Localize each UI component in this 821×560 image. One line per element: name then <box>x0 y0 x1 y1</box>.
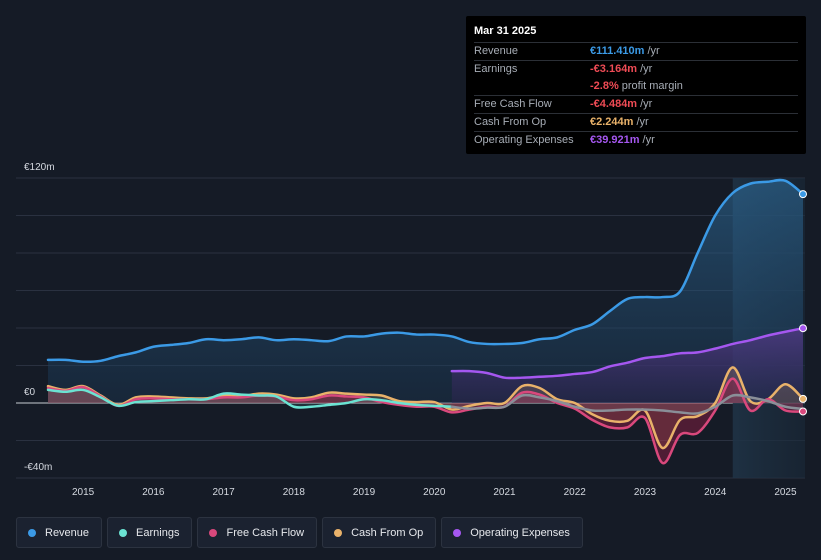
tooltip-label <box>474 78 590 95</box>
tooltip-row-operating-expenses: Operating Expenses €39.921m /yr <box>474 132 798 149</box>
x-tick-label: 2016 <box>142 487 165 498</box>
tooltip-value: -€3.164m <box>590 63 638 75</box>
legend-item-cash-from-op[interactable]: Cash From Op <box>322 517 437 548</box>
x-tick-label: 2024 <box>704 487 727 498</box>
tooltip-unit: /yr <box>640 63 653 75</box>
legend-dot-icon <box>209 528 218 537</box>
operating-expenses-line <box>450 326 805 380</box>
tooltip-unit: profit margin <box>621 80 683 92</box>
tooltip-unit: /yr <box>636 116 649 128</box>
cash-from-op-line <box>46 366 805 450</box>
tooltip-label: Operating Expenses <box>474 134 574 146</box>
tooltip-value: €111.410m <box>590 45 645 57</box>
legend-label: Earnings <box>136 526 180 539</box>
tooltip-value: €2.244m <box>590 116 634 128</box>
free-cash-flow-area <box>48 378 803 464</box>
tooltip-unit: /yr <box>647 45 660 57</box>
cash-from-op-end-marker <box>799 394 807 403</box>
legend-item-operating-expenses[interactable]: Operating Expenses <box>441 517 583 548</box>
tooltip-unit: /yr <box>642 134 655 146</box>
y-tick-label: €120m <box>24 162 55 173</box>
tooltip-date: Mar 31 2025 <box>474 24 798 43</box>
x-tick-label: 2017 <box>212 487 235 498</box>
earnings-area <box>48 389 452 408</box>
legend: Revenue Earnings Free Cash Flow Cash Fro… <box>16 517 588 548</box>
y-tick-label: -€40m <box>24 462 52 473</box>
earnings-muted-area <box>451 394 803 414</box>
tooltip-unit: /yr <box>640 98 653 110</box>
x-tick-label: 2019 <box>353 487 376 498</box>
tooltip-label: Free Cash Flow <box>474 98 552 110</box>
tooltip-value: €39.921m <box>590 134 640 146</box>
legend-dot-icon <box>334 528 343 537</box>
tooltip-row-earnings: Earnings -€3.164m /yr <box>474 61 798 78</box>
earnings-line <box>46 388 454 409</box>
y-tick-label: €0 <box>24 387 36 398</box>
tooltip: Mar 31 2025 Revenue €111.410m /yr Earnin… <box>466 16 806 154</box>
tooltip-row-cash-from-op: Cash From Op €2.244m /yr <box>474 114 798 132</box>
tooltip-value: -2.8% <box>590 80 619 92</box>
operating-expenses-end-marker <box>799 324 807 333</box>
x-tick-label: 2020 <box>423 487 446 498</box>
x-tick-label: 2025 <box>774 487 797 498</box>
legend-item-free-cash-flow[interactable]: Free Cash Flow <box>197 517 318 548</box>
x-tick-label: 2022 <box>564 487 587 498</box>
tooltip-label: Earnings <box>474 63 518 75</box>
legend-label: Revenue <box>45 526 90 539</box>
revenue-end-marker <box>799 190 807 199</box>
x-tick-label: 2018 <box>283 487 306 498</box>
legend-dot-icon <box>453 528 462 537</box>
free-cash-flow-end-marker <box>799 407 807 416</box>
tooltip-row-profit-margin: -2.8% profit margin <box>474 78 798 96</box>
legend-item-earnings[interactable]: Earnings <box>107 517 193 548</box>
operating-expenses-area <box>451 328 803 403</box>
earnings-muted-line <box>450 393 805 415</box>
revenue-line <box>46 178 805 364</box>
revenue-area <box>48 180 803 403</box>
tooltip-label: Revenue <box>474 45 519 57</box>
legend-label: Operating Expenses <box>470 526 570 539</box>
tooltip-value: -€4.484m <box>590 98 638 110</box>
legend-dot-icon <box>28 528 36 537</box>
tooltip-row-free-cash-flow: Free Cash Flow -€4.484m /yr <box>474 96 798 114</box>
tooltip-label: Cash From Op <box>474 116 547 128</box>
x-tick-label: 2021 <box>493 487 516 498</box>
legend-dot-icon <box>119 528 128 537</box>
x-tick-label: 2023 <box>634 487 657 498</box>
legend-label: Free Cash Flow <box>226 526 305 539</box>
tooltip-row-revenue: Revenue €111.410m /yr <box>474 43 798 61</box>
legend-item-revenue[interactable]: Revenue <box>16 517 103 548</box>
x-tick-label: 2015 <box>72 487 95 498</box>
legend-label: Cash From Op <box>351 526 424 539</box>
